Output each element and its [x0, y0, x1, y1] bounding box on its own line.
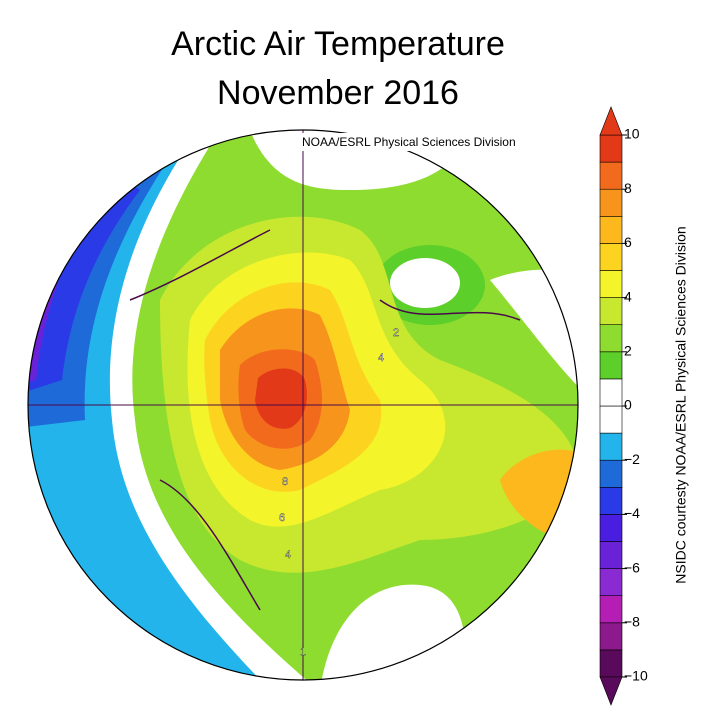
colorbar-bin: [599, 297, 623, 326]
colorbar-bin: [599, 405, 623, 434]
colorbar-bin: [599, 622, 623, 651]
colorbar-tick-label: 6: [624, 234, 632, 250]
colorbar-bin: [599, 649, 623, 678]
colorbar-arrow: [599, 676, 623, 706]
contour-label: 1: [300, 646, 306, 658]
colorbar-bin: [599, 243, 623, 271]
contour-label: 4: [378, 352, 384, 364]
contour-label: 6: [279, 512, 285, 524]
colorbar-bin: [599, 188, 623, 217]
map-region: [490, 269, 578, 420]
colorbar-bin: [599, 270, 623, 298]
contour-label: 2: [393, 327, 399, 339]
map-region: [255, 368, 307, 429]
colorbar-bin: [599, 432, 623, 461]
colorbar-tick-label: 2: [624, 343, 632, 359]
title: November 2016: [217, 74, 459, 112]
colorbar-bin: [599, 161, 623, 190]
colorbar-bin: [599, 351, 623, 380]
colorbar-bin: [599, 216, 623, 244]
colorbar-tick-label: 0: [624, 397, 632, 413]
coastline: [129, 229, 521, 611]
map-region: [390, 258, 460, 308]
colorbar-tick-label: 10: [624, 126, 640, 142]
colorbar: 10 8 6 4 2 0 −2 −4 −6 −8 −10: [599, 106, 648, 706]
colorbar-bin: [599, 486, 623, 515]
colorbar-bin: [599, 541, 623, 569]
colorbar-bin: [599, 459, 623, 488]
map-border: [27, 129, 579, 681]
colorbar-tick-label: −10: [624, 668, 648, 684]
colorbar-tick-label: −8: [624, 614, 640, 630]
contour-label: 8: [282, 476, 288, 488]
colorbar-bin: [599, 324, 623, 353]
map: [28, 130, 578, 680]
colorbar-bin: [599, 595, 623, 624]
colorbar-bin: [599, 568, 623, 596]
label-bg: [296, 133, 570, 151]
colorbar-tick-label: −2: [624, 451, 640, 467]
colorbar-bin: [599, 378, 623, 407]
colorbar-tick-label: 8: [624, 180, 632, 196]
title: Arctic Air Temperature: [171, 25, 505, 63]
colorbar-tick-label: −4: [624, 505, 640, 521]
side-label: NSIDC courtesty NOAA/ESRL Physical Scien…: [673, 226, 689, 583]
colorbar-tick-label: −6: [624, 559, 640, 575]
colorbar-arrow: [599, 106, 623, 136]
colorbar-bin: [599, 514, 623, 542]
contour-label: 4: [285, 549, 291, 561]
colorbar-bin: [599, 134, 623, 163]
colorbar-tick-label: 4: [624, 288, 632, 304]
source-label: NOAA/ESRL Physical Sciences Division: [302, 135, 516, 149]
